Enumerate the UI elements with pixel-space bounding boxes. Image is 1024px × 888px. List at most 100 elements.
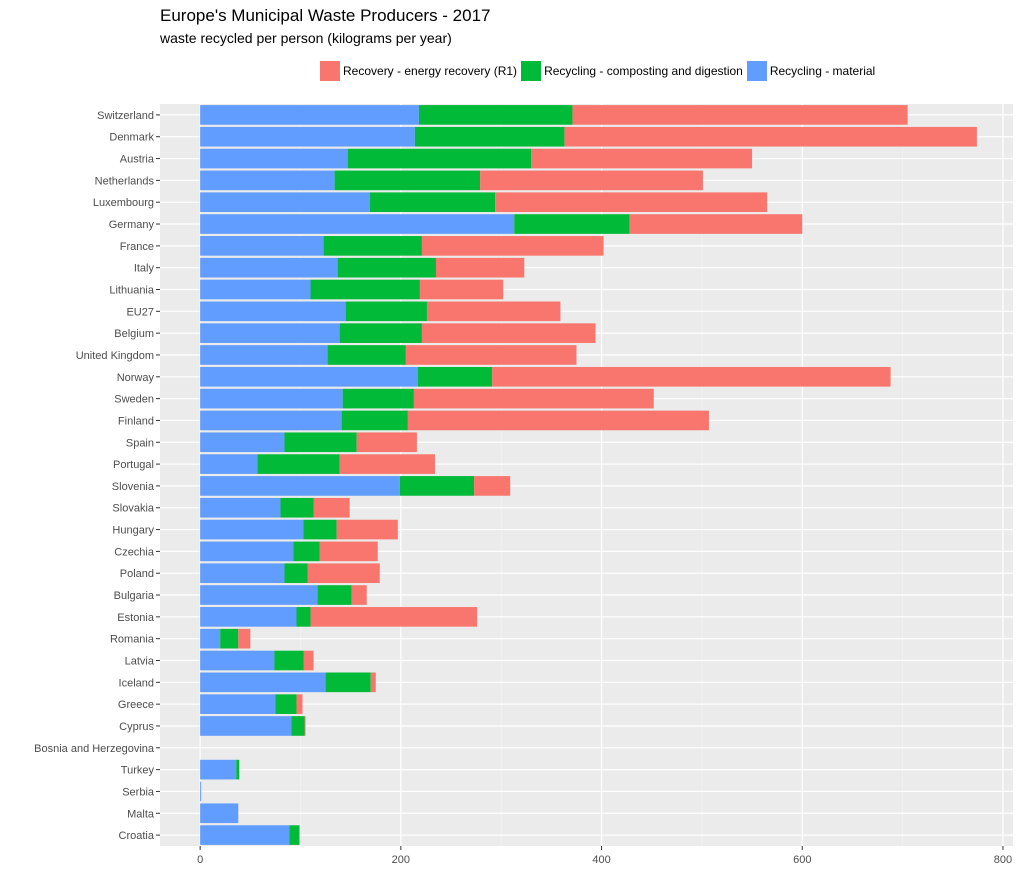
y-tick-label: Estonia: [117, 612, 155, 624]
bar-hungary-recycling-composting-and-digestion: [303, 519, 337, 540]
bar-eu27-recycling-material: [200, 301, 346, 322]
bar-czechia-recycling-material: [200, 541, 294, 562]
bar-switzerland-recovery-energy-recovery-r1: [572, 105, 908, 125]
y-tick-label: Poland: [120, 568, 154, 580]
bar-malta-recycling-material: [200, 803, 239, 824]
bar-netherlands-recovery-energy-recovery-r1: [480, 170, 703, 191]
bar-serbia-recycling-material: [200, 781, 202, 802]
bar-greece-recycling-composting-and-digestion: [275, 694, 297, 714]
bar-hungary-recovery-energy-recovery-r1: [336, 519, 398, 540]
bar-croatia-recycling-composting-and-digestion: [289, 825, 300, 845]
bar-sweden-recovery-energy-recovery-r1: [413, 388, 654, 409]
bar-italy-recycling-material: [200, 257, 338, 278]
y-tick-label: Denmark: [109, 132, 154, 144]
bar-bulgaria-recovery-energy-recovery-r1: [351, 585, 367, 605]
y-tick-label: Luxembourg: [93, 197, 154, 209]
y-tick-label: Cyprus: [119, 721, 154, 733]
y-axis: Switzerland Denmark Austria Netherlands Luxe…: [34, 110, 160, 842]
bar-spain-recycling-material: [200, 432, 285, 453]
x-tick-label: 800: [994, 854, 1012, 866]
legend-label-composting: Recycling - composting and digestion: [544, 64, 743, 78]
bar-france-recovery-energy-recovery-r1: [421, 236, 604, 256]
y-tick-label: Italy: [134, 263, 155, 275]
y-tick-label: Serbia: [122, 786, 155, 798]
bar-estonia-recovery-energy-recovery-r1: [310, 607, 478, 627]
bar-sweden-recycling-composting-and-digestion: [342, 388, 414, 409]
legend-key-material: [746, 61, 767, 81]
bar-denmark-recycling-composting-and-digestion: [414, 126, 565, 147]
y-tick-label: Sweden: [114, 394, 154, 406]
bar-austria-recycling-composting-and-digestion: [347, 148, 532, 169]
bar-finland-recovery-energy-recovery-r1: [407, 410, 709, 431]
y-tick-label: Hungary: [112, 525, 154, 537]
y-tick-label: Austria: [120, 154, 155, 166]
bar-bulgaria-recycling-material: [200, 585, 318, 605]
y-tick-label: Turkey: [121, 765, 155, 777]
legend-label-material: Recycling - material: [769, 64, 876, 78]
y-tick-label: Norway: [117, 372, 155, 384]
bar-iceland-recycling-composting-and-digestion: [325, 672, 371, 693]
legend-item-material: Recycling - material: [746, 61, 876, 81]
bar-portugal-recovery-energy-recovery-r1: [339, 454, 435, 474]
bar-slovakia-recycling-composting-and-digestion: [280, 497, 314, 518]
y-tick-label: Slovakia: [112, 503, 154, 515]
bar-austria-recycling-material: [200, 148, 348, 169]
bar-estonia-recycling-material: [200, 607, 297, 627]
bar-luxembourg-recycling-material: [200, 192, 370, 213]
legend-item-energy-recovery: Recovery - energy recovery (R1): [320, 61, 517, 81]
bar-belgium-recycling-composting-and-digestion: [339, 323, 422, 343]
bar-eu27-recovery-energy-recovery-r1: [426, 301, 561, 322]
bar-slovakia-recovery-energy-recovery-r1: [313, 497, 350, 518]
bar-united-kingdom-recovery-energy-recovery-r1: [405, 345, 577, 365]
bar-switzerland-recycling-material: [200, 105, 419, 125]
y-tick-label: EU27: [126, 306, 154, 318]
legend-key-energy-recovery: [320, 61, 340, 81]
bar-cyprus-recycling-composting-and-digestion: [291, 716, 305, 736]
y-tick-label: Switzerland: [97, 110, 154, 122]
bar-luxembourg-recovery-energy-recovery-r1: [495, 192, 768, 213]
bar-latvia-recovery-energy-recovery-r1: [303, 650, 314, 671]
y-tick-label: France: [120, 241, 154, 253]
bar-turkey-recycling-composting-and-digestion: [236, 759, 240, 780]
bar-norway-recycling-material: [200, 366, 418, 387]
bar-denmark-recycling-material: [200, 126, 415, 147]
y-tick-label: Iceland: [119, 677, 154, 689]
bar-austria-recovery-energy-recovery-r1: [531, 148, 753, 169]
y-tick-label: Malta: [127, 808, 155, 820]
bar-germany-recycling-material: [200, 214, 515, 234]
y-tick-label: Belgium: [114, 328, 154, 340]
bar-united-kingdom-recycling-material: [200, 345, 328, 365]
bar-finland-recycling-composting-and-digestion: [341, 410, 408, 431]
bar-cyprus-recycling-material: [200, 716, 292, 736]
bar-spain-recovery-energy-recovery-r1: [356, 432, 417, 453]
bar-turkey-recycling-material: [200, 759, 237, 780]
bar-switzerland-recycling-composting-and-digestion: [418, 105, 573, 125]
bar-lithuania-recovery-energy-recovery-r1: [419, 279, 504, 300]
y-tick-label: United Kingdom: [76, 350, 154, 362]
bar-slovakia-recycling-material: [200, 497, 281, 518]
bar-eu27-recycling-composting-and-digestion: [345, 301, 427, 322]
y-tick-label: Netherlands: [95, 175, 155, 187]
y-tick-label: Czechia: [114, 546, 155, 558]
legend-label-energy-recovery: Recovery - energy recovery (R1): [343, 64, 518, 78]
y-tick-label: Slovenia: [112, 481, 155, 493]
legend: Recovery - energy recovery (R1) Recyclin…: [320, 58, 879, 84]
bar-bulgaria-recycling-composting-and-digestion: [317, 585, 352, 605]
x-tick-label: 600: [793, 854, 811, 866]
x-tick-label: 200: [392, 854, 410, 866]
bar-norway-recycling-composting-and-digestion: [417, 366, 493, 387]
bar-latvia-recycling-composting-and-digestion: [274, 650, 304, 671]
y-tick-label: Greece: [118, 699, 154, 711]
legend-key-composting: [521, 61, 542, 81]
bar-cyprus-recovery-energy-recovery-r1: [304, 716, 306, 736]
bar-czechia-recycling-composting-and-digestion: [293, 541, 320, 562]
chart-title: Europe's Municipal Waste Producers - 201…: [160, 6, 491, 25]
bar-luxembourg-recycling-composting-and-digestion: [369, 192, 496, 213]
bar-croatia-recycling-material: [200, 825, 290, 845]
bar-estonia-recycling-composting-and-digestion: [296, 607, 311, 627]
bar-norway-recovery-energy-recovery-r1: [492, 366, 891, 387]
bar-slovenia-recycling-composting-and-digestion: [399, 476, 475, 496]
bar-finland-recycling-material: [200, 410, 342, 431]
y-tick-label: Bosnia and Herzegovina: [34, 743, 155, 755]
